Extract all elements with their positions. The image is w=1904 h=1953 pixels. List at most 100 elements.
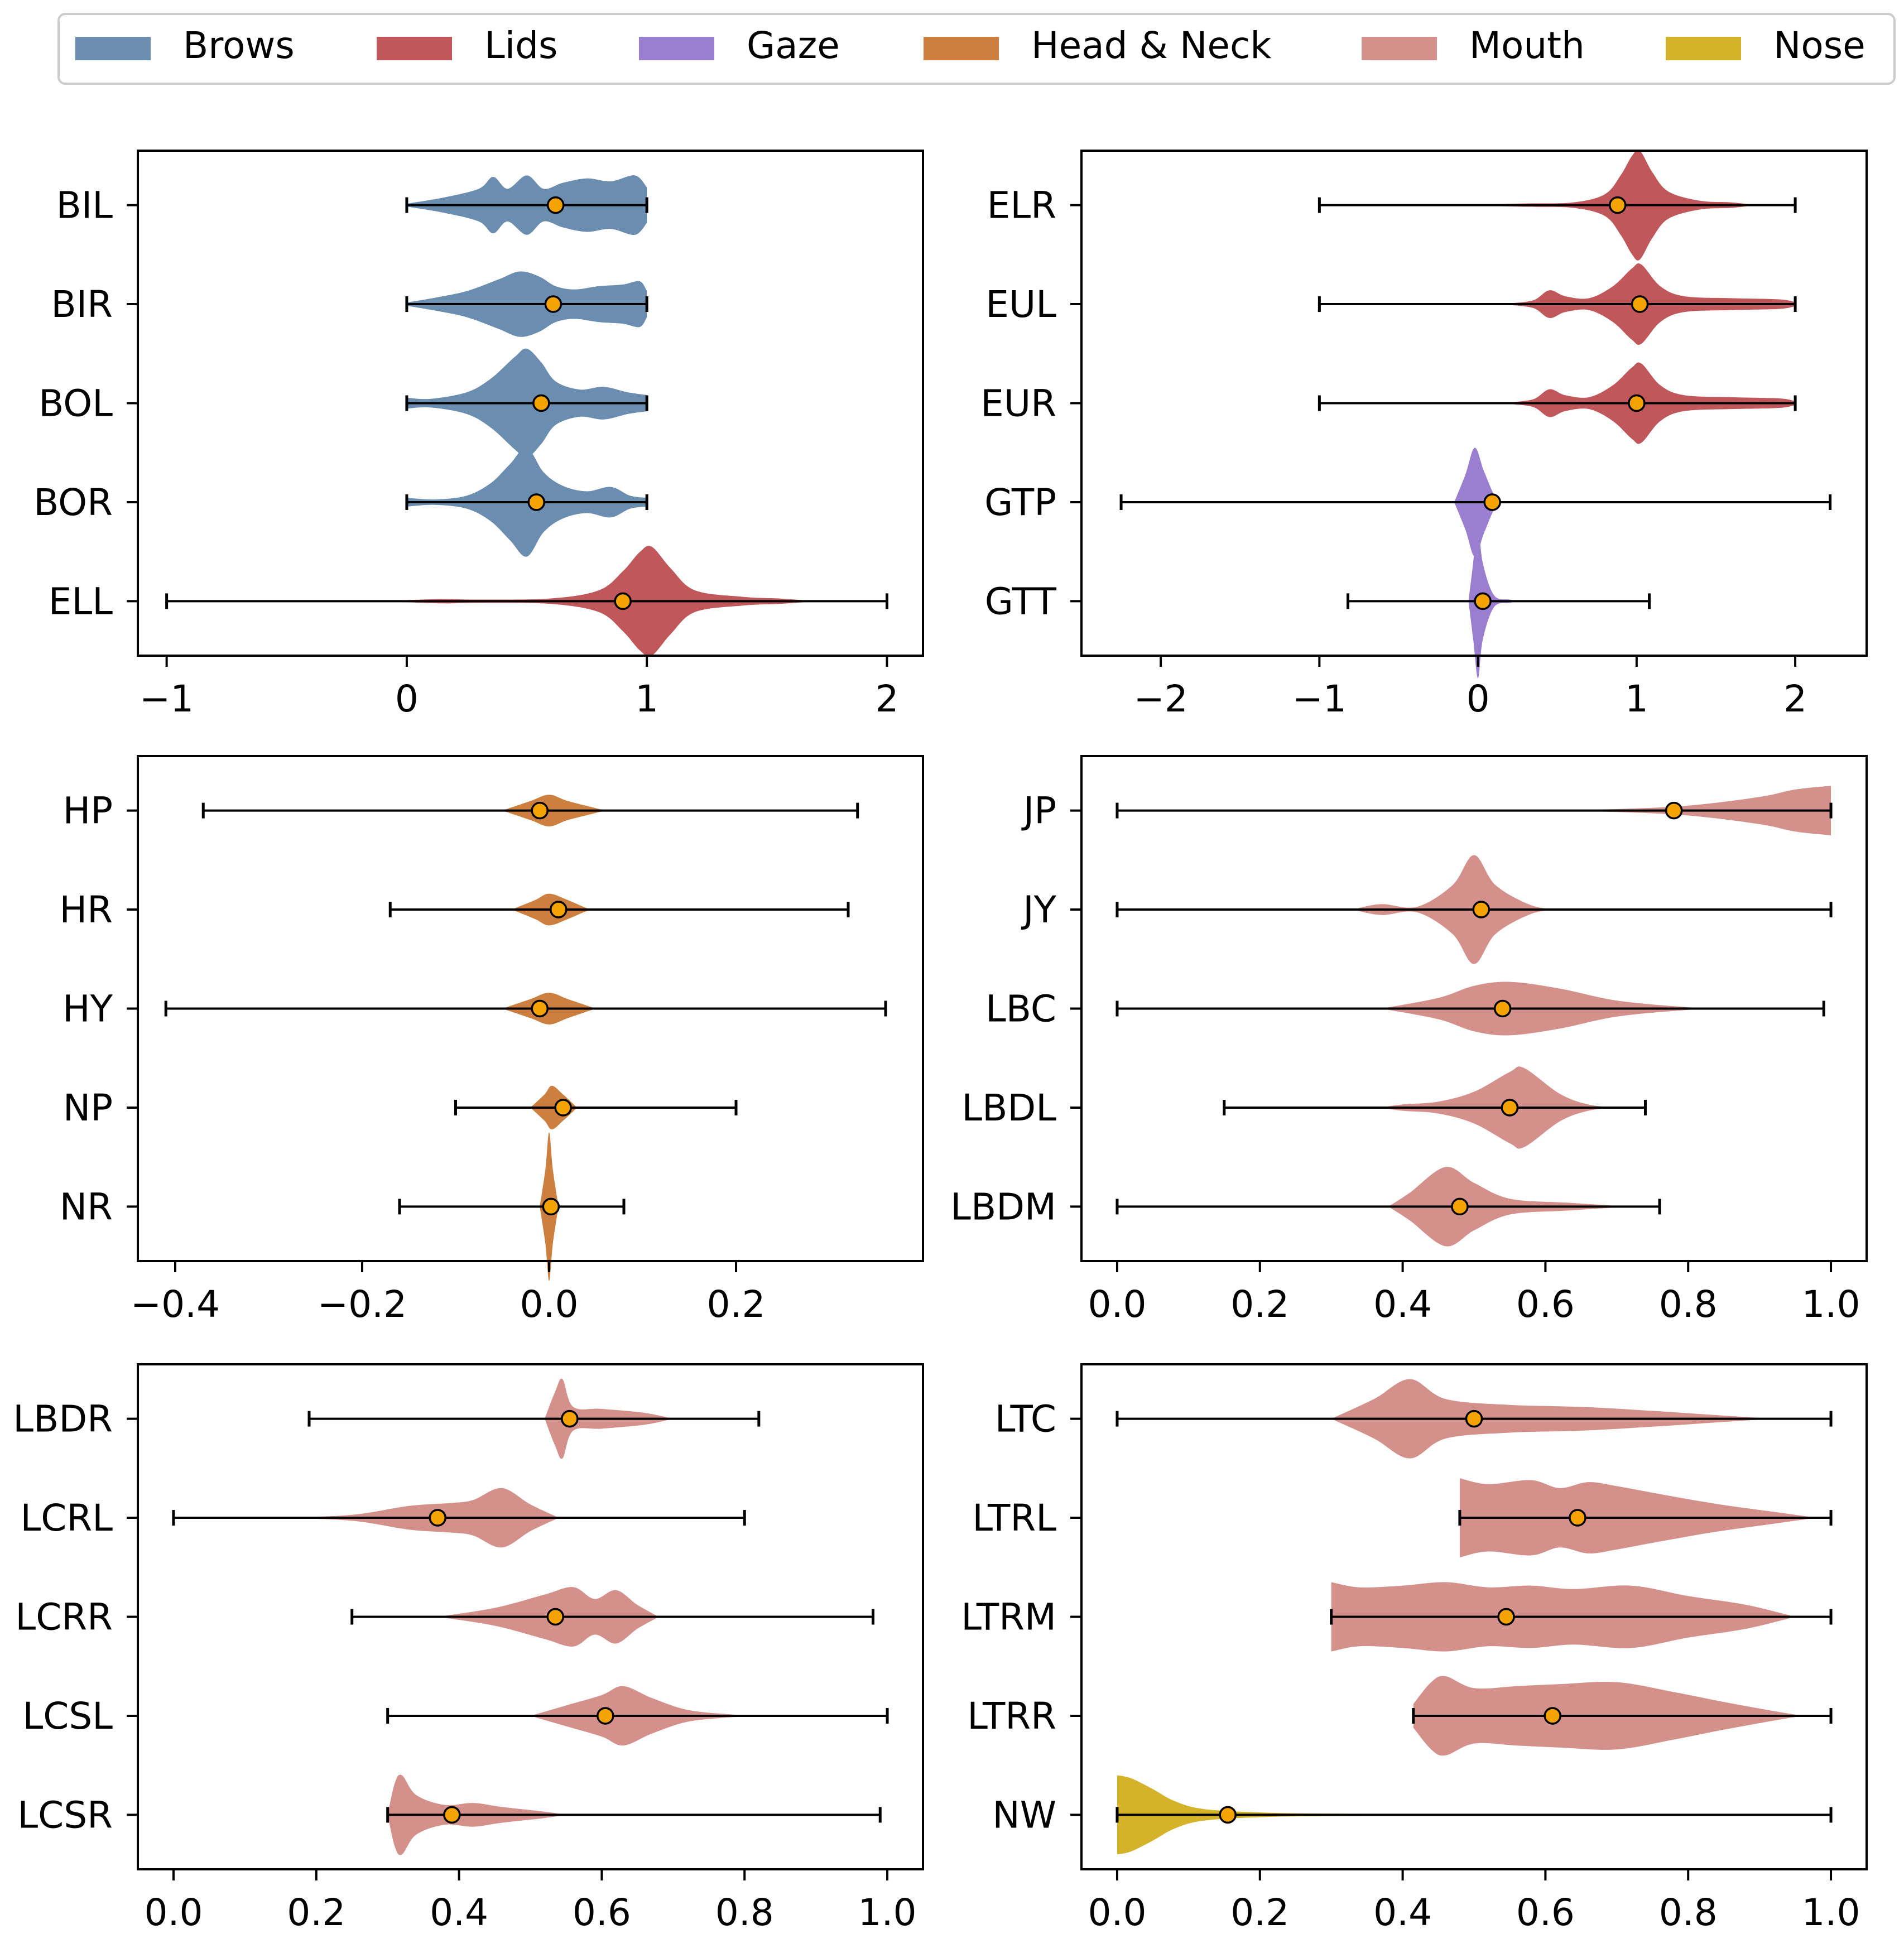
mean-marker bbox=[561, 1410, 579, 1428]
mean-marker bbox=[1544, 1707, 1561, 1725]
mean-marker bbox=[1631, 295, 1649, 313]
x-tick-label: 0 bbox=[1467, 677, 1490, 720]
x-tick-label: 0.6 bbox=[1516, 1283, 1575, 1326]
x-tick-label: 2 bbox=[1783, 677, 1807, 720]
violin-nr bbox=[398, 1132, 626, 1281]
mean-marker bbox=[544, 295, 562, 313]
mean-marker bbox=[546, 1608, 565, 1626]
panels: BIL BIR BOL BOR ELL −1 0 1 2 ELR EUL EUR GTP GTT −2 −1 0… bbox=[13, 150, 1868, 1934]
mean-marker bbox=[1497, 1608, 1515, 1626]
y-tick-label: LBC bbox=[985, 988, 1056, 1031]
mean-marker bbox=[531, 801, 549, 820]
y-tick-label: GTP bbox=[984, 481, 1056, 524]
x-tick-label: −0.4 bbox=[131, 1283, 220, 1326]
violin-jy bbox=[1116, 855, 1833, 964]
mean-marker bbox=[597, 1707, 614, 1725]
violin-ltrl bbox=[1458, 1478, 1833, 1558]
x-tick-label: 0.8 bbox=[1659, 1891, 1718, 1934]
violin-jp bbox=[1116, 786, 1833, 835]
legend-swatch bbox=[639, 37, 714, 60]
x-tick-label: 0.2 bbox=[707, 1283, 766, 1326]
x-tick-label: 0.6 bbox=[1516, 1891, 1575, 1934]
mean-marker bbox=[546, 196, 565, 214]
mean-marker bbox=[1665, 801, 1683, 820]
x-tick-label: −0.2 bbox=[318, 1283, 407, 1326]
mean-marker bbox=[614, 592, 632, 610]
y-tick-label: LCRR bbox=[15, 1596, 113, 1639]
x-tick-label: 0 bbox=[395, 677, 419, 720]
axes-frame bbox=[1080, 150, 1868, 657]
y-tick-label: JP bbox=[1021, 790, 1056, 833]
y-tick-label: HP bbox=[63, 790, 113, 833]
legend-label: Head & Neck bbox=[1031, 24, 1272, 67]
violin-np bbox=[454, 1085, 738, 1129]
y-tick-label: JY bbox=[1021, 888, 1056, 931]
y-tick-label: EUL bbox=[985, 283, 1056, 326]
violin-lbdr bbox=[307, 1378, 761, 1459]
axes-frame bbox=[137, 1363, 924, 1870]
legend-label: Gaze bbox=[747, 24, 840, 67]
panel-5: LBDR LCRL LCRR LCSL LCSR 0.0 0.2 0.4 0.6 0.8 1.0 bbox=[13, 1363, 924, 1934]
y-tick-label: LTRL bbox=[972, 1497, 1056, 1540]
violin-ltc bbox=[1116, 1379, 1833, 1459]
violin-elr bbox=[1318, 150, 1797, 261]
y-tick-label: NR bbox=[60, 1185, 113, 1228]
mean-marker bbox=[1219, 1806, 1237, 1824]
axes-frame bbox=[1080, 755, 1868, 1262]
violin-bol bbox=[405, 348, 648, 458]
legend-swatch bbox=[924, 37, 999, 60]
x-tick-label: 0.0 bbox=[520, 1283, 579, 1326]
mean-marker bbox=[1569, 1509, 1586, 1527]
x-tick-label: −2 bbox=[1133, 677, 1187, 720]
violin-lcrr bbox=[350, 1587, 874, 1647]
x-tick-label: 0.4 bbox=[1373, 1283, 1432, 1326]
mean-marker bbox=[542, 1197, 560, 1216]
y-tick-label: LTRM bbox=[961, 1596, 1056, 1639]
violin-lbc bbox=[1116, 982, 1825, 1036]
violin-lcsr bbox=[386, 1774, 882, 1855]
mean-marker bbox=[550, 901, 568, 918]
legend-label: Mouth bbox=[1469, 24, 1585, 67]
x-tick-label: 0.4 bbox=[430, 1891, 488, 1934]
mean-marker bbox=[532, 394, 550, 412]
mean-marker bbox=[1483, 493, 1501, 511]
mean-marker bbox=[531, 999, 549, 1018]
violin-eur bbox=[1318, 362, 1797, 444]
y-tick-label: GTT bbox=[985, 580, 1057, 623]
y-tick-label: ELL bbox=[49, 580, 113, 623]
panel-1: BIL BIR BOL BOR ELL −1 0 1 2 bbox=[33, 150, 924, 720]
y-tick-label: NP bbox=[63, 1086, 113, 1129]
axes-frame bbox=[137, 755, 924, 1262]
y-tick-label: HR bbox=[60, 888, 113, 931]
y-tick-label: BOL bbox=[39, 382, 113, 425]
mean-marker bbox=[554, 1099, 572, 1117]
legend-label: Brows bbox=[183, 24, 295, 67]
x-tick-label: 0.8 bbox=[715, 1891, 774, 1934]
panel-4: JP JY LBC LBDL LBDM 0.0 0.2 0.4 0.6 0.8 1.0 bbox=[950, 755, 1868, 1326]
mean-marker bbox=[1493, 999, 1512, 1018]
mean-marker bbox=[1451, 1197, 1469, 1216]
legend-swatch bbox=[377, 37, 452, 60]
mean-marker bbox=[443, 1806, 461, 1824]
violin-ltrr bbox=[1412, 1676, 1833, 1756]
mean-marker bbox=[1608, 196, 1627, 214]
x-tick-label: 0.0 bbox=[1088, 1283, 1146, 1326]
legend-swatch bbox=[1666, 37, 1741, 60]
x-tick-label: 0.8 bbox=[1659, 1283, 1718, 1326]
x-tick-label: 0.2 bbox=[287, 1891, 345, 1934]
violin-lbdl bbox=[1223, 1066, 1647, 1149]
x-tick-label: 0.4 bbox=[1373, 1891, 1432, 1934]
mean-marker bbox=[1472, 901, 1490, 918]
mean-marker bbox=[429, 1509, 446, 1527]
legend: Brows Lids Gaze Head & Neck Mouth Nose bbox=[57, 13, 1896, 85]
panel-2: ELR EUL EUR GTP GTT −2 −1 0 1 2 bbox=[980, 150, 1868, 720]
x-tick-label: 0.6 bbox=[573, 1891, 631, 1934]
axes-frame bbox=[1080, 1363, 1868, 1870]
y-tick-label: LBDR bbox=[13, 1398, 113, 1441]
y-tick-label: BIR bbox=[51, 283, 113, 326]
y-tick-label: BOR bbox=[33, 481, 113, 524]
violin-gtp bbox=[1119, 448, 1832, 557]
violin-hy bbox=[164, 993, 887, 1024]
violin-bil bbox=[405, 175, 648, 235]
